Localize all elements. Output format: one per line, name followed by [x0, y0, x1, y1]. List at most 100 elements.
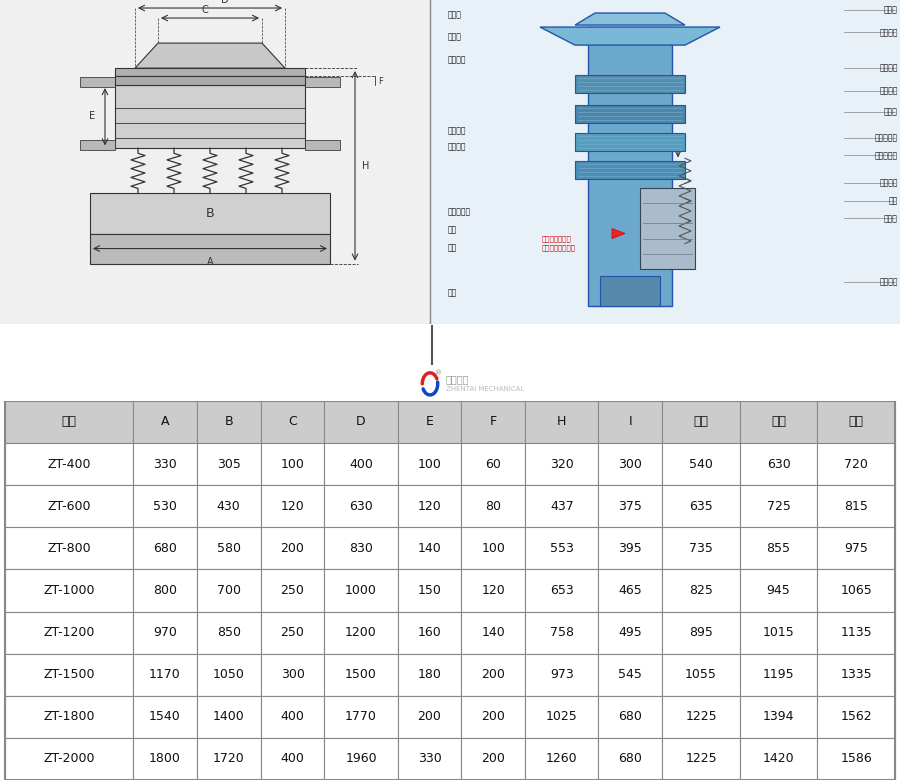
- FancyBboxPatch shape: [526, 527, 599, 569]
- FancyBboxPatch shape: [598, 738, 662, 780]
- Text: 1225: 1225: [685, 711, 716, 723]
- FancyBboxPatch shape: [526, 612, 599, 654]
- FancyBboxPatch shape: [325, 654, 398, 696]
- Text: 305: 305: [217, 458, 240, 470]
- FancyBboxPatch shape: [740, 696, 817, 738]
- FancyBboxPatch shape: [197, 401, 261, 443]
- FancyBboxPatch shape: [197, 443, 261, 485]
- Polygon shape: [612, 229, 625, 239]
- Text: 1770: 1770: [345, 711, 377, 723]
- Text: 465: 465: [618, 584, 643, 597]
- FancyBboxPatch shape: [261, 654, 325, 696]
- FancyBboxPatch shape: [133, 612, 197, 654]
- FancyBboxPatch shape: [325, 696, 398, 738]
- FancyBboxPatch shape: [80, 77, 115, 87]
- Text: 895: 895: [689, 626, 713, 639]
- Text: B: B: [206, 207, 214, 220]
- FancyBboxPatch shape: [575, 133, 685, 151]
- FancyBboxPatch shape: [740, 401, 817, 443]
- Text: 635: 635: [689, 500, 713, 512]
- Polygon shape: [540, 27, 720, 45]
- Polygon shape: [135, 43, 285, 68]
- Text: 型号: 型号: [61, 416, 76, 428]
- Text: 680: 680: [153, 542, 176, 555]
- Text: 200: 200: [418, 711, 441, 723]
- Text: ZT-400: ZT-400: [47, 458, 91, 470]
- FancyBboxPatch shape: [398, 696, 462, 738]
- Text: 437: 437: [550, 500, 573, 512]
- Text: C: C: [288, 416, 297, 428]
- Text: 160: 160: [418, 626, 441, 639]
- FancyBboxPatch shape: [662, 738, 740, 780]
- FancyBboxPatch shape: [526, 654, 599, 696]
- Text: 653: 653: [550, 584, 573, 597]
- FancyBboxPatch shape: [5, 654, 133, 696]
- Text: 防尘盖: 防尘盖: [448, 10, 462, 19]
- FancyBboxPatch shape: [261, 696, 325, 738]
- Text: F: F: [378, 76, 382, 86]
- FancyBboxPatch shape: [817, 527, 895, 569]
- Text: 975: 975: [844, 542, 868, 555]
- FancyBboxPatch shape: [197, 738, 261, 780]
- FancyBboxPatch shape: [133, 443, 197, 485]
- FancyBboxPatch shape: [197, 485, 261, 527]
- Text: 800: 800: [153, 584, 176, 597]
- FancyBboxPatch shape: [598, 569, 662, 612]
- FancyBboxPatch shape: [598, 401, 662, 443]
- Text: ZT-1000: ZT-1000: [43, 584, 94, 597]
- FancyBboxPatch shape: [598, 527, 662, 569]
- FancyBboxPatch shape: [5, 443, 133, 485]
- FancyBboxPatch shape: [398, 401, 462, 443]
- FancyBboxPatch shape: [115, 76, 305, 85]
- FancyBboxPatch shape: [740, 569, 817, 612]
- Text: 1540: 1540: [148, 711, 181, 723]
- Text: 压紧环: 压紧环: [448, 33, 462, 41]
- Text: 720: 720: [844, 458, 868, 470]
- FancyBboxPatch shape: [817, 738, 895, 780]
- Text: 电动机: 电动机: [884, 214, 897, 223]
- FancyBboxPatch shape: [817, 569, 895, 612]
- Text: ZT-2000: ZT-2000: [43, 753, 94, 765]
- Text: 680: 680: [618, 753, 643, 765]
- FancyBboxPatch shape: [133, 696, 197, 738]
- Text: 底座: 底座: [448, 289, 457, 297]
- FancyBboxPatch shape: [325, 485, 398, 527]
- Text: 973: 973: [550, 668, 573, 681]
- Text: 140: 140: [418, 542, 441, 555]
- Text: 1335: 1335: [841, 668, 872, 681]
- FancyBboxPatch shape: [662, 654, 740, 696]
- FancyBboxPatch shape: [662, 485, 740, 527]
- Text: 400: 400: [349, 458, 373, 470]
- Text: 弹簧: 弹簧: [448, 243, 457, 252]
- Text: 筛网法兰: 筛网法兰: [879, 86, 897, 95]
- Text: 120: 120: [482, 584, 505, 597]
- Text: 100: 100: [482, 542, 505, 555]
- Text: C: C: [202, 5, 209, 15]
- Text: 辅助筛网: 辅助筛网: [879, 28, 897, 37]
- Text: D: D: [356, 416, 365, 428]
- Text: 1260: 1260: [546, 753, 578, 765]
- FancyBboxPatch shape: [598, 612, 662, 654]
- Text: 中部框架: 中部框架: [448, 126, 466, 136]
- Text: 830: 830: [349, 542, 373, 555]
- Text: 1000: 1000: [345, 584, 377, 597]
- Text: ZT-1500: ZT-1500: [43, 668, 94, 681]
- Text: 1400: 1400: [212, 711, 245, 723]
- FancyBboxPatch shape: [398, 485, 462, 527]
- Text: 200: 200: [482, 711, 505, 723]
- FancyBboxPatch shape: [5, 527, 133, 569]
- Text: 1050: 1050: [212, 668, 245, 681]
- Text: I: I: [628, 416, 632, 428]
- FancyBboxPatch shape: [133, 569, 197, 612]
- Text: ZT-600: ZT-600: [47, 500, 91, 512]
- Text: 540: 540: [689, 458, 713, 470]
- FancyBboxPatch shape: [462, 527, 526, 569]
- Text: 二层: 二层: [771, 416, 786, 428]
- FancyBboxPatch shape: [740, 443, 817, 485]
- Text: 1170: 1170: [148, 668, 181, 681]
- Text: ZT-1200: ZT-1200: [43, 626, 94, 639]
- FancyBboxPatch shape: [598, 696, 662, 738]
- Text: ®: ®: [436, 370, 443, 376]
- Text: 180: 180: [418, 668, 441, 681]
- FancyBboxPatch shape: [740, 612, 817, 654]
